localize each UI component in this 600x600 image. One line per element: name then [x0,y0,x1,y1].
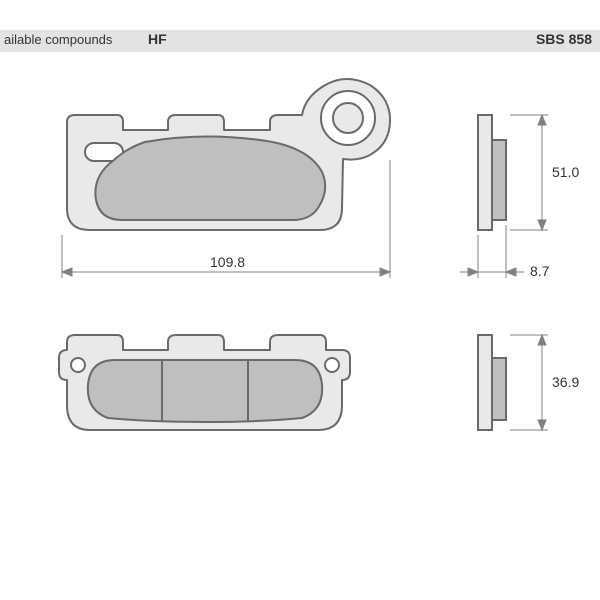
side-backing-bottom [478,335,492,430]
part-number: SBS 858 [536,31,592,47]
bottom-pad-side-view [478,335,506,430]
top-pad-side-view [478,115,506,230]
dim-height-top [510,115,548,230]
bottom-pad-front-view [59,335,350,430]
side-backing-top [478,115,492,230]
bottom-hole-right [325,358,339,372]
mounting-hole-inner [333,103,363,133]
header-band: ailable compounds HF SBS 858 [0,30,600,52]
compound-code: HF [148,31,167,47]
dim-thickness [460,225,524,278]
top-pad-front-view [67,79,390,230]
dim-height-top-label: 51.0 [552,164,579,180]
dim-height-bottom [510,335,548,430]
side-friction-bottom [492,358,506,420]
dim-width-label: 109.8 [210,254,245,270]
technical-drawing: 109.8 51.0 8.7 36.9 [0,60,600,490]
top-friction-pad [95,136,325,220]
dim-height-bottom-label: 36.9 [552,374,579,390]
bottom-hole-left [71,358,85,372]
side-friction-top [492,140,506,220]
dim-thickness-label: 8.7 [530,263,550,279]
bottom-friction-pad [88,360,322,422]
available-compounds-label: ailable compounds [4,32,112,47]
